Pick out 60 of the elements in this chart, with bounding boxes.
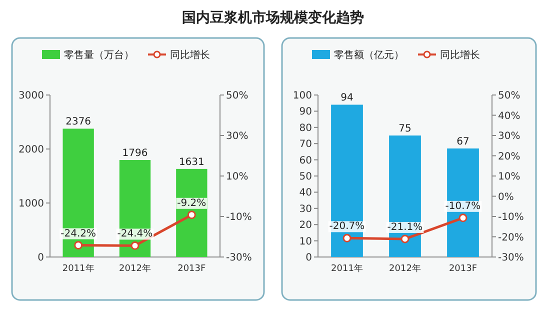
bar (331, 104, 363, 257)
y-tick-label: 50 (299, 172, 312, 182)
y-tick-label: 30 (299, 204, 312, 215)
y2-tick-label: 0% (498, 192, 514, 203)
x-tick-label: 2013F (448, 264, 478, 274)
y-tick-label: 3000 (18, 90, 44, 102)
y-tick-label: 60 (299, 155, 312, 166)
y2-tick-label: 30% (226, 131, 248, 142)
y2-tick-label: 50% (226, 90, 248, 102)
legend-label: 零售额（亿元） (334, 49, 404, 61)
data-label: -21.1% (387, 222, 423, 233)
legend-label: 零售量（万台） (64, 49, 134, 61)
point (400, 234, 410, 244)
y2-tick-label: -10% (226, 212, 252, 223)
y-tick-label: 90 (299, 106, 312, 118)
data-label: 94 (340, 92, 354, 104)
data-label: -9.2% (177, 198, 206, 209)
y2-tick-label: -20% (498, 232, 524, 244)
bar (62, 128, 94, 257)
y2-tick-label: -30% (226, 252, 252, 264)
data-label: 67 (456, 136, 470, 148)
data-label: 1631 (178, 156, 204, 168)
x-tick-label: 2013F (178, 264, 206, 274)
y2-tick-label: 30% (498, 131, 520, 142)
x-tick-label: 2012年 (389, 263, 421, 274)
y-tick-label: 10 (299, 236, 312, 248)
y2-tick-label: -10% (498, 212, 524, 223)
y-tick-label: 2000 (18, 144, 44, 156)
y-tick-label: 0 (38, 252, 44, 264)
point (342, 234, 352, 242)
data-label: 2376 (66, 116, 92, 128)
x-tick-label: 2011年 (62, 263, 94, 274)
y2-tick-label: 10% (498, 172, 520, 182)
x-tick-label: 2012年 (119, 263, 151, 274)
point (187, 210, 196, 220)
data-label: 75 (398, 124, 412, 134)
data-label: 1796 (122, 148, 148, 160)
y-tick-label: 1000 (18, 198, 44, 210)
y-tick-label: 70 (299, 139, 312, 150)
legend-label: 同比增长 (440, 49, 480, 61)
point (130, 241, 140, 250)
y2-tick-label: -30% (498, 252, 524, 264)
point (74, 241, 83, 250)
data-label: -24.2% (60, 228, 96, 240)
y-tick-label: 80 (299, 122, 312, 134)
data-label: -20.7% (329, 221, 365, 232)
data-label: -10.7% (445, 200, 481, 212)
y2-tick-label: 50% (498, 90, 520, 102)
legend-label: 同比增长 (170, 49, 210, 61)
y-tick-label: 100 (292, 90, 312, 102)
y-tick-label: 20 (299, 220, 312, 232)
y2-tick-label: 20% (498, 151, 520, 162)
y2-tick-label: 10% (226, 172, 248, 182)
x-tick-label: 2011年 (331, 263, 363, 274)
point (458, 214, 468, 222)
y-tick-label: 40 (299, 188, 312, 199)
y-tick-label: 0 (306, 252, 312, 264)
y2-tick-label: 40% (498, 110, 520, 122)
data-label: -24.4% (117, 228, 153, 240)
text: 国内豆浆机市场规模变化趋势 (182, 9, 364, 26)
